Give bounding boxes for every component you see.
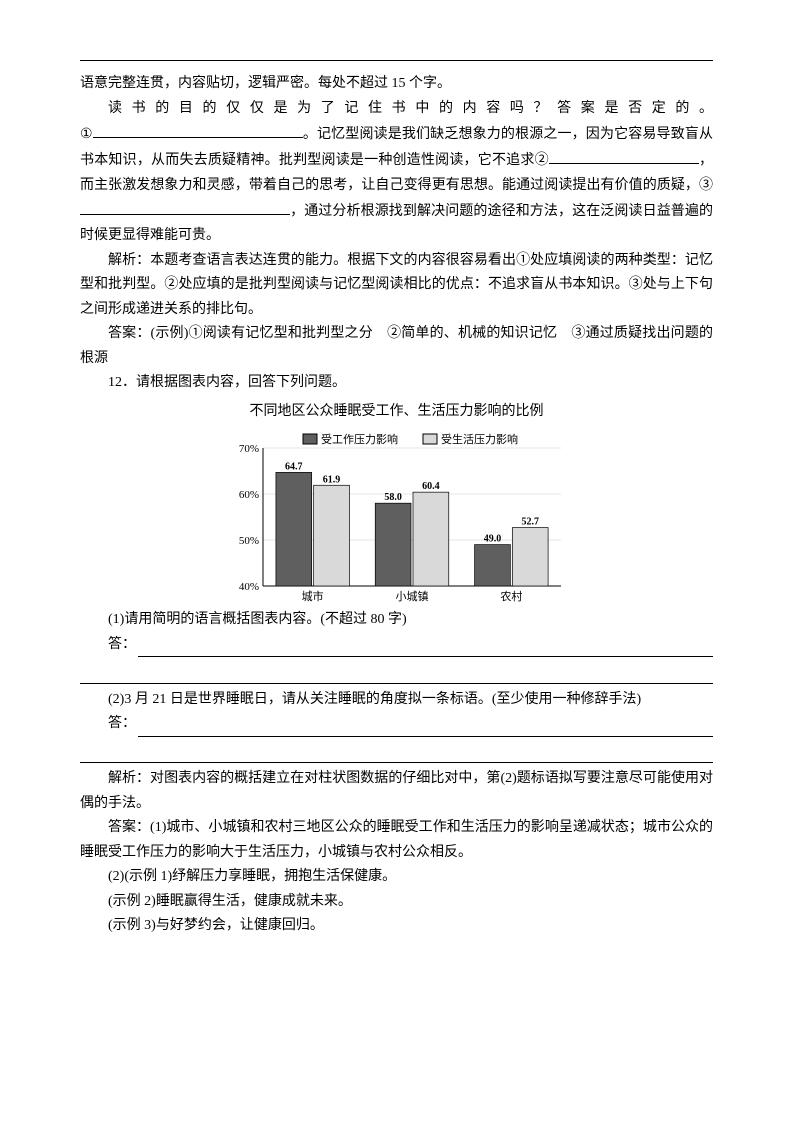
answer-label: 答： bbox=[80, 633, 136, 658]
question-12-1: (1)请用简明的语言概括图表内容。(不超过 80 字) bbox=[80, 608, 713, 633]
svg-text:52.7: 52.7 bbox=[521, 517, 539, 528]
question-12: 12．请根据图表内容，回答下列问题。 bbox=[80, 371, 713, 396]
svg-text:64.7: 64.7 bbox=[285, 462, 303, 473]
svg-text:58.0: 58.0 bbox=[384, 493, 402, 504]
svg-text:农村: 农村 bbox=[500, 589, 522, 603]
answer-line-12-2a[interactable] bbox=[138, 720, 713, 737]
blank-1[interactable] bbox=[93, 121, 303, 138]
page-top-rule bbox=[80, 60, 713, 61]
svg-text:50%: 50% bbox=[238, 535, 258, 547]
answer-line-12-2b[interactable] bbox=[80, 741, 713, 763]
analysis-1: 解析：本题考查语言表达连贯的能力。根据下文的内容很容易看出①处应填阅读的两种类型… bbox=[80, 249, 713, 323]
svg-text:40%: 40% bbox=[238, 581, 258, 593]
svg-text:小城镇: 小城镇 bbox=[395, 589, 428, 603]
svg-text:受生活压力影响: 受生活压力影响 bbox=[441, 432, 518, 446]
svg-text:49.0: 49.0 bbox=[483, 534, 501, 545]
chart-title: 不同地区公众睡眠受工作、生活压力影响的比例 bbox=[227, 400, 567, 425]
answer-2-2b: (示例 2)睡眠赢得生活，健康成就未来。 bbox=[80, 890, 713, 915]
paragraph-intro: 语意完整连贯，内容贴切，逻辑严密。每处不超过 15 个字。 bbox=[80, 72, 713, 97]
svg-text:城市: 城市 bbox=[301, 589, 323, 603]
question-12-2: (2)3 月 21 日是世界睡眠日，请从关注睡眠的角度拟一条标语。(至少使用一种… bbox=[80, 688, 713, 713]
svg-text:60.4: 60.4 bbox=[422, 482, 440, 493]
answer-label-2: 答： bbox=[80, 712, 136, 737]
reading-passage: 读书的目的仅仅是为了记住书中的内容吗？答案是否定的。 ①。记忆型阅读是我们缺乏想… bbox=[80, 97, 713, 249]
svg-text:61.9: 61.9 bbox=[322, 475, 340, 486]
blank-3[interactable] bbox=[80, 198, 290, 215]
answer-2-2a: (2)(示例 1)纾解压力享睡眠，拥抱生活保健康。 bbox=[80, 865, 713, 890]
answer-line-12-1b[interactable] bbox=[80, 661, 713, 683]
bar-chart: 40% 50% 60% 70% 受工作压力影响 受生活压力影响 64.7 61.9 城市 58.0… bbox=[227, 426, 567, 606]
blank-1-marker: ① bbox=[80, 127, 93, 142]
answer-2-1: 答案：(1)城市、小城镇和农村三地区公众的睡眠受工作和生活压力的影响呈递减状态；… bbox=[80, 816, 713, 865]
answer-2-2c: (示例 3)与好梦约会，让健康回归。 bbox=[80, 914, 713, 939]
blank-2[interactable] bbox=[549, 147, 699, 164]
answer-12-2-row: 答： bbox=[80, 712, 713, 737]
answer-line-12-1a[interactable] bbox=[138, 641, 713, 658]
analysis-2: 解析：对图表内容的概括建立在对柱状图数据的仔细比对中，第(2)题标语拟写要注意尽… bbox=[80, 767, 713, 816]
passage-line1: 读书的目的仅仅是为了记住书中的内容吗？答案是否定的。 bbox=[80, 97, 713, 122]
chart-container: 不同地区公众睡眠受工作、生活压力影响的比例 40% 50% 60% 70% 受工作压力影… bbox=[227, 400, 567, 607]
svg-text:60%: 60% bbox=[238, 489, 258, 501]
svg-text:受工作压力影响: 受工作压力影响 bbox=[321, 433, 398, 446]
svg-text:70%: 70% bbox=[238, 443, 258, 455]
answer-12-1-row: 答： bbox=[80, 633, 713, 658]
answer-1: 答案：(示例)①阅读有记忆型和批判型之分 ②简单的、机械的知识记忆 ③通过质疑找… bbox=[80, 322, 713, 371]
